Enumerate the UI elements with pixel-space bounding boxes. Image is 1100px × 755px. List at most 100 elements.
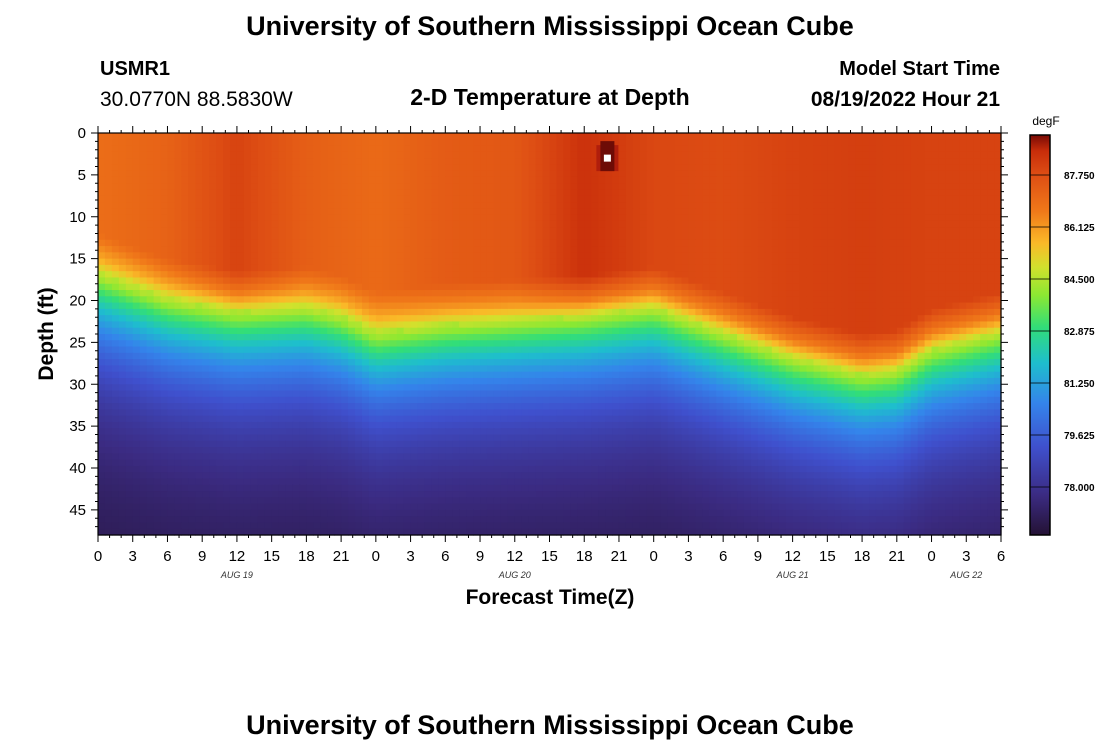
heatmap-cell [250,359,259,367]
heatmap-cell [264,252,273,260]
heatmap-cell [743,214,752,222]
heatmap-cell [521,139,530,147]
heatmap-cell [632,195,641,203]
heatmap-cell [994,308,1002,316]
heatmap-cell [702,334,710,341]
heatmap-cell [507,290,516,297]
heatmap-cell [313,340,321,348]
heatmap-cell [792,164,801,172]
heatmap-cell [695,340,703,348]
heatmap-cell [521,145,530,153]
heatmap-cell [757,359,766,367]
heatmap-cell [320,321,328,329]
heatmap-cell [910,264,919,272]
heatmap-cell [521,220,530,228]
heatmap-cell [618,271,627,279]
heatmap-cell [584,151,592,159]
heatmap-cell [181,365,189,373]
heatmap-cell [438,277,446,285]
heatmap-cell [355,145,363,153]
heatmap-cell [695,334,703,341]
heatmap-cell [591,258,599,266]
heatmap-cell [598,258,606,266]
heatmap-cell [202,164,210,172]
heatmap-cell [875,239,884,247]
heatmap-cell [924,290,933,297]
heatmap-cell [368,321,377,329]
heatmap-cell [223,220,231,228]
heatmap-cell [792,239,801,247]
heatmap-cell [813,195,821,203]
heatmap-cell [181,315,189,323]
heatmap-cell [334,327,342,335]
heatmap-cell [875,220,884,228]
heatmap-cell [403,371,412,379]
heatmap-cell [632,277,641,285]
heatmap-cell [834,264,842,272]
heatmap-cell [618,158,627,166]
heatmap-cell [618,176,627,184]
heatmap-cell [382,170,391,178]
heatmap-cell [563,352,571,360]
heatmap-cell [757,264,766,272]
heatmap-cell [778,227,787,235]
heatmap-cell [806,359,815,367]
heatmap-cell [160,214,169,222]
model-start-time: 08/19/2022 Hour 21 [811,88,1000,111]
heatmap-cell [223,208,231,216]
heatmap-cell [806,327,815,335]
heatmap-cell [375,283,384,291]
heatmap-cell [417,271,426,279]
heatmap-cell [737,151,745,159]
heatmap-cell [792,189,801,197]
heatmap-cell [417,340,426,348]
heatmap-cell [257,321,266,329]
heatmap-cell [521,239,530,247]
heatmap-cell [341,264,349,272]
heatmap-cell [820,170,828,178]
heatmap-cell [389,258,398,266]
heatmap-cell [355,239,363,247]
heatmap-cell [98,334,106,341]
heatmap-cell [889,327,898,335]
heatmap-cell [709,183,717,191]
heatmap-cell [223,258,231,266]
heatmap-cell [660,246,669,253]
heatmap-cell [535,315,544,323]
heatmap-cell [702,302,710,310]
heatmap-cell [632,334,641,341]
heatmap-cell [917,308,926,316]
heatmap-cell [375,246,384,253]
heatmap-cell [514,308,523,316]
heatmap-cell [625,271,634,279]
heatmap-cell [327,283,335,291]
heatmap-cell [903,183,912,191]
heatmap-cell [674,271,683,279]
heatmap-cell [111,315,120,323]
heatmap-cell [869,189,877,197]
heatmap-cell [111,227,120,235]
heatmap-cell [382,151,391,159]
heatmap-cell [486,176,495,184]
heatmap-cell [924,227,933,235]
heatmap-cell [320,164,328,172]
heatmap-cell [320,220,328,228]
heatmap-cell [535,264,544,272]
heatmap-cell [493,151,502,159]
heatmap-cell [438,334,446,341]
heatmap-cell [938,296,947,304]
heatmap-cell [584,296,592,304]
heatmap-cell [146,296,155,304]
heatmap-cell [743,321,752,329]
heatmap-cell [695,233,703,241]
heatmap-cell [688,183,696,191]
heatmap-cell [743,246,752,253]
heatmap-cell [278,296,287,304]
heatmap-cell [292,352,301,360]
heatmap-cell [584,208,592,216]
heatmap-cell [966,296,974,304]
heatmap-cell [889,176,898,184]
heatmap-cell [146,340,155,348]
heatmap-cell [264,321,273,329]
heatmap-cell [466,208,474,216]
